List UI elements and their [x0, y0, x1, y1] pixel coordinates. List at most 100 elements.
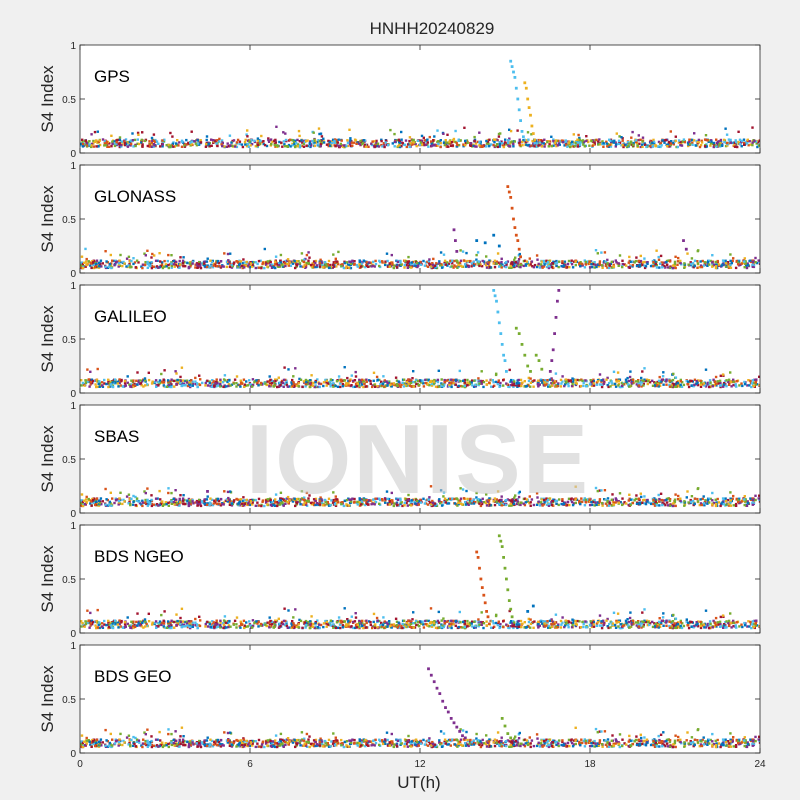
data-point — [239, 498, 243, 501]
data-point — [609, 262, 612, 266]
data-point — [408, 499, 412, 503]
data-point — [349, 139, 352, 142]
data-point — [131, 139, 135, 142]
data-point — [298, 134, 301, 138]
data-point — [195, 263, 199, 266]
data-point — [737, 140, 740, 144]
data-point — [523, 259, 527, 262]
data-point — [431, 262, 434, 265]
data-point — [526, 262, 530, 265]
data-point — [272, 265, 275, 269]
data-point — [477, 260, 481, 263]
data-point — [471, 384, 474, 387]
data-point — [470, 262, 473, 265]
data-point — [621, 144, 624, 147]
data-point — [639, 259, 643, 263]
data-point — [747, 379, 750, 382]
data-point — [308, 256, 311, 259]
data-point — [194, 376, 197, 380]
data-point — [754, 383, 757, 386]
data-point — [151, 139, 154, 142]
data-point — [131, 132, 134, 135]
data-point — [246, 129, 249, 132]
data-point — [626, 141, 630, 144]
data-point — [420, 134, 424, 138]
data-point — [119, 384, 123, 387]
data-point — [278, 140, 281, 144]
data-point — [640, 381, 644, 384]
data-point — [516, 382, 519, 385]
data-point — [678, 385, 681, 388]
plot-area — [80, 165, 760, 273]
data-point — [282, 385, 285, 388]
data-point — [754, 498, 757, 502]
data-point — [432, 139, 435, 142]
data-point — [84, 140, 88, 143]
data-point — [168, 385, 171, 389]
data-point — [233, 261, 236, 264]
data-point — [306, 139, 309, 142]
data-point — [162, 380, 165, 384]
data-point — [712, 378, 715, 381]
data-point — [679, 262, 682, 265]
data-point — [518, 138, 521, 141]
data-point — [150, 504, 154, 508]
data-point — [331, 263, 335, 266]
data-point — [564, 381, 567, 384]
data-point — [637, 382, 640, 385]
data-point — [660, 144, 663, 147]
data-point — [530, 260, 534, 263]
event-point — [531, 132, 535, 135]
data-point — [104, 142, 107, 145]
data-point — [268, 380, 271, 383]
data-point — [731, 497, 734, 501]
data-point — [652, 498, 655, 501]
data-point — [140, 384, 143, 387]
data-point — [144, 379, 147, 382]
data-point — [253, 498, 256, 502]
data-point — [334, 261, 337, 265]
data-point — [714, 375, 718, 379]
data-point — [679, 378, 682, 382]
data-point — [641, 501, 644, 504]
data-point — [657, 382, 661, 385]
data-point — [367, 503, 370, 506]
data-point — [179, 375, 182, 379]
data-point — [553, 141, 557, 145]
data-point — [588, 144, 591, 147]
data-point — [295, 384, 298, 387]
data-point — [561, 261, 564, 265]
data-point — [707, 140, 710, 143]
data-point — [350, 141, 354, 144]
data-point — [249, 498, 252, 502]
data-point — [419, 263, 423, 266]
data-point — [606, 500, 609, 503]
data-point — [711, 491, 714, 495]
data-point — [621, 259, 624, 262]
data-point — [196, 502, 199, 506]
data-point — [605, 378, 608, 381]
data-point — [665, 383, 668, 386]
data-point — [223, 374, 227, 377]
data-point — [732, 494, 735, 498]
data-point — [190, 140, 194, 143]
data-point — [273, 139, 276, 142]
data-point — [409, 142, 412, 145]
data-point — [727, 138, 731, 141]
data-point — [340, 380, 343, 383]
data-point — [384, 498, 387, 501]
data-point — [401, 141, 404, 145]
data-point — [629, 260, 632, 264]
data-point — [467, 265, 470, 269]
data-point — [641, 143, 644, 146]
data-point — [275, 261, 278, 265]
data-point — [319, 145, 322, 148]
data-point — [374, 497, 377, 500]
data-point — [165, 503, 168, 506]
data-point — [172, 145, 175, 148]
data-point — [633, 499, 636, 502]
data-point — [339, 385, 342, 389]
data-point — [113, 264, 116, 267]
data-point — [513, 380, 516, 383]
data-point — [388, 501, 391, 504]
